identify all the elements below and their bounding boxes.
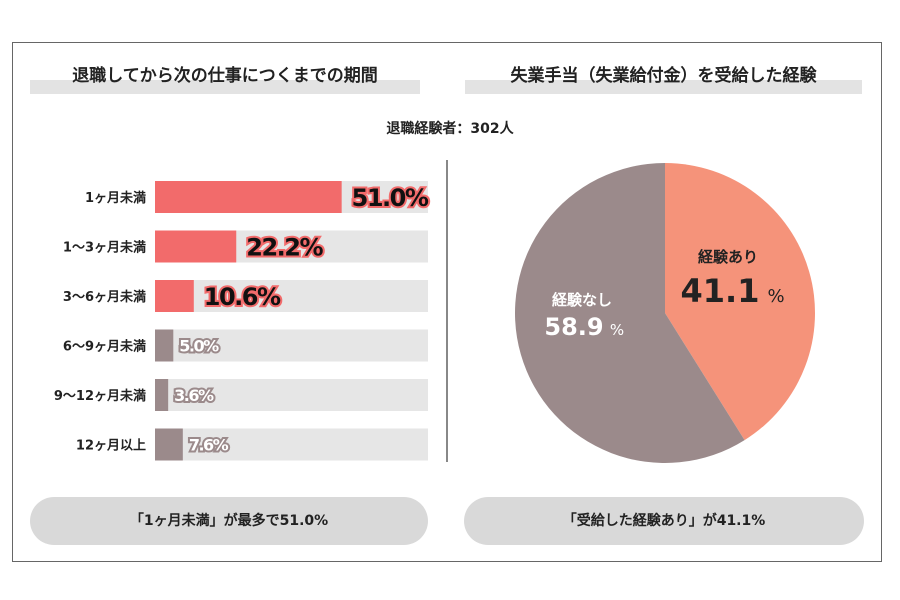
pie-chart: 経験あり 41.1 % 経験なし 58.9% (515, 163, 815, 463)
pie-slice (515, 163, 745, 463)
pie-slice-unit: % (767, 286, 784, 307)
left-chart-title: 退職してから次の仕事につくまでの期間 (30, 62, 420, 94)
respondent-count: 退職経験者：302人 (386, 121, 514, 137)
divider (446, 160, 448, 462)
bar (155, 329, 174, 362)
pie-slice-name: 経験なし (552, 291, 612, 309)
bar-chart: 1ヶ月未満 51.0% 1〜3ヶ月未満 22.2% 3〜6ヶ月未満 10.6% 6〜9ヶ月未… (54, 181, 432, 461)
bar-value-label: 51.0% (352, 184, 429, 212)
right-chart-title: 失業手当（失業給付金）を受給した経験 (465, 62, 862, 94)
bar-category-label: 12ヶ月以上 (76, 439, 146, 454)
bar (155, 428, 183, 461)
left-summary: 「1ヶ月未満」が最多で51.0% (30, 497, 428, 545)
bar-track (155, 428, 428, 461)
bar (155, 379, 169, 411)
bar (155, 181, 342, 213)
bar-category-label: 1ヶ月未満 (85, 190, 146, 206)
pie-slice-value: 58.9 (544, 313, 603, 341)
left-title-text: 退職してから次の仕事につくまでの期間 (72, 66, 378, 86)
bar-category-label: 1〜3ヶ月未満 (63, 240, 146, 256)
right-summary: 「受給した経験あり」が41.1% (464, 497, 864, 545)
bar (155, 280, 194, 312)
pie-slice-value: 41.1 (681, 272, 760, 310)
bar-value-label: 22.2% (246, 234, 323, 262)
pie-slice (665, 163, 815, 441)
bar (155, 230, 237, 263)
pie-slice-unit: % (610, 321, 624, 339)
bar-category-label: 9〜12ヶ月未満 (54, 388, 146, 404)
bar-track (155, 329, 428, 362)
pie-slice-name: 経験あり (698, 248, 758, 266)
bar-track (155, 280, 428, 312)
bar-value-label: 3.6% (174, 386, 214, 405)
bar-track (155, 379, 428, 411)
bar-value-label: 10.6% (204, 283, 281, 311)
right-title-text: 失業手当（失業給付金）を受給した経験 (510, 66, 817, 86)
infographic-frame (12, 42, 882, 562)
bar-category-label: 6〜9ヶ月未満 (63, 339, 146, 355)
bar-value-label: 7.6% (189, 436, 229, 455)
bar-category-label: 3〜6ヶ月未満 (63, 289, 146, 305)
bar-value-label: 5.0% (179, 337, 219, 356)
